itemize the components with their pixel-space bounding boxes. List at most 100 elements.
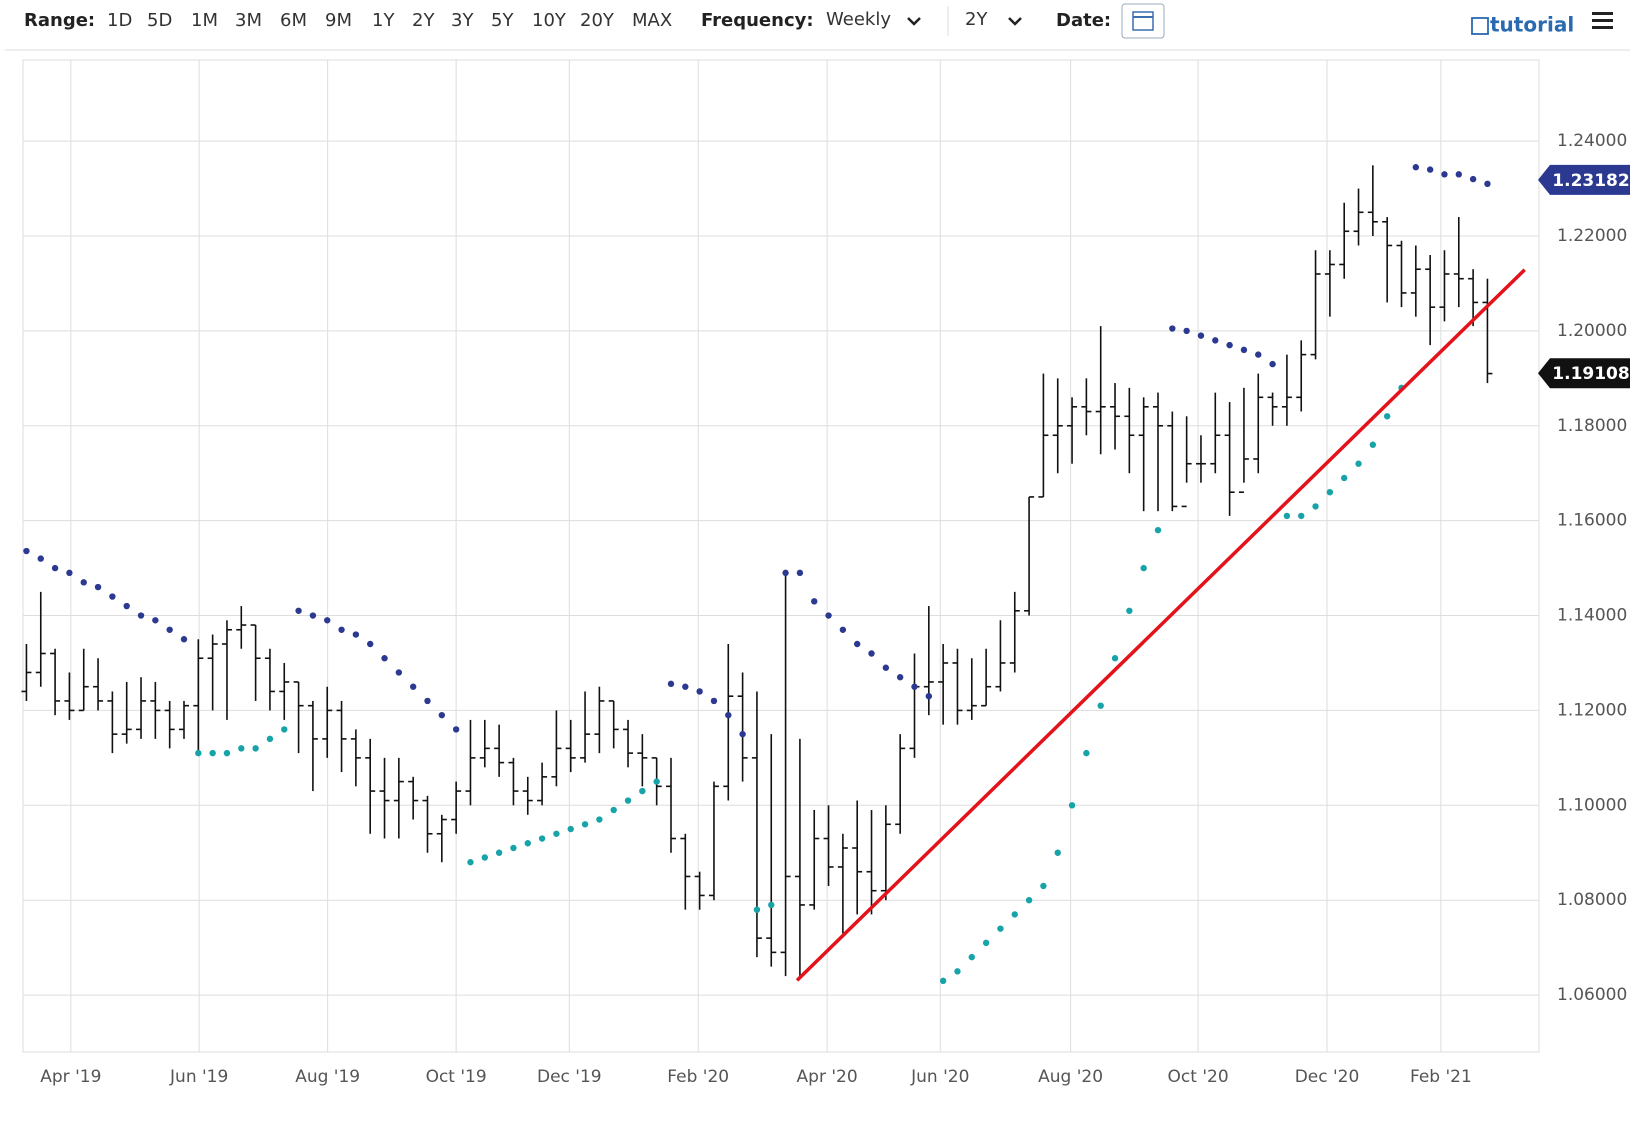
dropdown-arrow: [1008, 17, 1022, 26]
ohlc-bar: [236, 606, 247, 649]
sar-dot: [1154, 526, 1162, 534]
ohlc-bar: [193, 639, 204, 754]
ohlc-bar: [1110, 383, 1121, 450]
sar-dot: [639, 787, 646, 795]
sar-dot: [238, 745, 245, 752]
range-button[interactable]: 9M: [325, 10, 352, 31]
range-button[interactable]: 6M: [280, 10, 307, 31]
ohlc-bar: [1095, 326, 1106, 455]
sar-dot: [882, 664, 890, 671]
ohlc-bar: [21, 644, 32, 701]
x-tick-label: Oct '20: [1168, 1067, 1229, 1087]
sar-dot: [1441, 171, 1448, 178]
sar-dot: [896, 674, 904, 681]
sar-dot: [495, 849, 503, 856]
ohlc-bar: [708, 781, 719, 901]
ohlc-bar: [895, 734, 906, 834]
sar-dot: [1326, 488, 1334, 496]
ohlc-bar: [293, 681, 304, 754]
ohlc-bar: [336, 700, 347, 773]
range-button[interactable]: 10Y: [532, 10, 567, 31]
sar-dot: [37, 555, 44, 562]
range-button[interactable]: 2Y: [412, 10, 435, 31]
sar-dot: [66, 569, 73, 577]
range-button[interactable]: 5Y: [491, 10, 514, 31]
x-tick-label: Dec '20: [1295, 1067, 1360, 1087]
ohlc-bar: [1195, 435, 1206, 483]
ohlc-bar: [866, 810, 877, 915]
y-tick-label: 1.18000: [1557, 416, 1627, 436]
y-tick-label: 1.24000: [1557, 131, 1627, 151]
range-button[interactable]: 3Y: [451, 10, 474, 31]
ohlc-bar: [1152, 392, 1163, 512]
sar-dot: [510, 844, 517, 852]
range-button[interactable]: MAX: [632, 10, 672, 31]
range-button[interactable]: 3M: [235, 10, 262, 31]
range-button[interactable]: 1M: [191, 10, 218, 31]
sar-dot: [209, 749, 216, 757]
calendar-button[interactable]: [1121, 3, 1165, 39]
ohlc-bar: [623, 719, 634, 768]
tutorial-link[interactable]: tutorial: [1490, 13, 1574, 37]
x-tick-label: Feb '20: [667, 1067, 729, 1087]
ohlc-bar: [981, 648, 992, 707]
range-button[interactable]: 20Y: [580, 10, 615, 31]
sar-dot: [1083, 749, 1090, 757]
range-button[interactable]: 1Y: [372, 10, 395, 31]
ohlc-bar: [422, 795, 433, 853]
range-buttons: 1D 5D 1M 3M 6M 9M 1Y 2Y 3Y 5Y 10Y 20Y MAX: [107, 10, 672, 31]
ohlc-bar: [794, 738, 805, 978]
ohlc-bar: [408, 776, 419, 820]
sar-dot: [939, 977, 947, 985]
y-tick-label: 1.22000: [1557, 226, 1627, 246]
ohlc-bar: [694, 871, 705, 910]
sar-dot: [481, 854, 488, 861]
ohlc-bar: [938, 644, 949, 725]
sar-dot: [925, 692, 933, 700]
ohlc-bar: [580, 691, 591, 763]
ohlc-bar: [1324, 250, 1335, 317]
sar-dot: [524, 840, 531, 847]
sar-dot: [309, 612, 317, 619]
ohlc-bar: [1410, 245, 1421, 317]
ohlc-bar: [451, 781, 462, 834]
ohlc-bar: [1024, 496, 1035, 616]
sar-dot: [868, 650, 875, 657]
date-label: Date:: [1056, 10, 1111, 31]
ohlc-bar: [78, 648, 89, 712]
sar-dot: [567, 825, 574, 833]
sar-dot: [710, 697, 718, 705]
sar-dot: [1255, 351, 1262, 358]
sar-dot: [854, 640, 861, 648]
ohlc-bar: [50, 648, 61, 716]
sar-dot: [1068, 802, 1076, 809]
ohlc-bar: [250, 624, 261, 701]
sar-dot: [166, 626, 173, 633]
ohlc-bar: [608, 700, 619, 749]
sar-dot: [610, 806, 617, 814]
frequency-select[interactable]: Weekly: [826, 9, 891, 30]
ohlc-bar: [1453, 217, 1464, 308]
menu-icon[interactable]: [1592, 12, 1613, 29]
y-tick-label: 1.10000: [1557, 795, 1627, 815]
ohlc-bar: [221, 620, 232, 720]
sar-dot: [1212, 337, 1219, 344]
range-label: Range:: [24, 10, 95, 31]
y-tick-label: 1.14000: [1557, 606, 1627, 626]
x-tick-label: Dec '19: [537, 1067, 602, 1087]
period-select[interactable]: 2Y: [965, 9, 988, 30]
sar-dot: [381, 655, 388, 662]
sar-dot: [581, 821, 589, 828]
range-button[interactable]: 5D: [147, 10, 172, 31]
sar-dot: [1426, 166, 1434, 173]
ohlc-bar: [264, 648, 275, 711]
ohlc-bar: [780, 572, 791, 977]
range-button[interactable]: 1D: [107, 10, 132, 31]
ohlc-bar: [136, 677, 147, 739]
x-tick-label: Apr '20: [797, 1067, 858, 1087]
ohlc-bar: [1310, 250, 1321, 360]
sar-dot: [782, 569, 789, 577]
sar-dot: [1183, 327, 1190, 335]
sar-dot: [538, 835, 546, 842]
ohlc-bar: [1181, 416, 1192, 508]
